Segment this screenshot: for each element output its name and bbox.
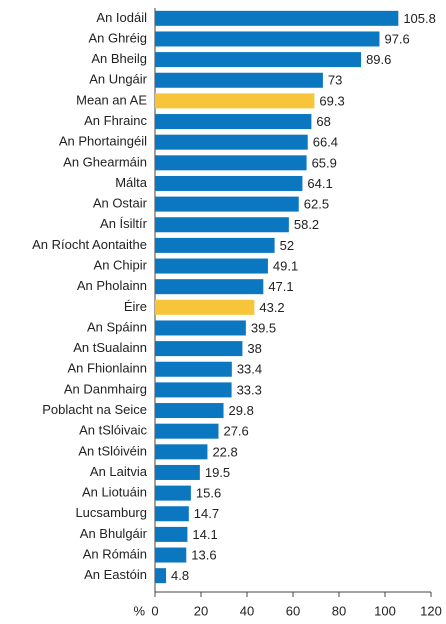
bar <box>155 10 399 26</box>
x-tick-label: 120 <box>420 603 442 618</box>
y-tick-label: An Danmhairg <box>64 381 147 396</box>
y-tick-label: Poblacht na Seice <box>42 402 147 417</box>
value-label: 13.6 <box>191 547 216 562</box>
y-tick-label: Lucsamburg <box>75 505 147 520</box>
bar <box>155 320 246 336</box>
y-tick-label: An Chipir <box>94 257 148 272</box>
value-label: 19.5 <box>205 465 230 480</box>
y-tick-label: An Fhrainc <box>84 113 147 128</box>
value-label: 68 <box>316 114 330 129</box>
value-label: 15.6 <box>196 486 221 501</box>
value-label: 4.8 <box>171 568 189 583</box>
value-label: 69.3 <box>319 93 344 108</box>
y-tick-label: An Liotuáin <box>82 485 147 500</box>
bar <box>155 464 200 480</box>
bar <box>155 196 299 212</box>
bar <box>155 114 312 130</box>
bar <box>155 93 315 109</box>
value-label: 66.4 <box>313 135 338 150</box>
value-label: 39.5 <box>251 320 276 335</box>
bar <box>155 279 264 295</box>
y-tick-label: An Phortaingéil <box>59 134 147 149</box>
bar <box>155 155 307 171</box>
y-tick-label: An Laitvia <box>90 464 148 479</box>
bar <box>155 299 255 315</box>
y-tick-label: An tSlóivéin <box>78 443 147 458</box>
y-tick-label: An Ísiltír <box>100 216 148 231</box>
bar <box>155 568 167 584</box>
bar <box>155 341 243 357</box>
y-tick-label: An Eastóin <box>84 567 147 582</box>
value-label: 47.1 <box>268 279 293 294</box>
bar <box>155 382 232 398</box>
bar <box>155 526 188 542</box>
x-axis-label: % <box>133 603 145 618</box>
y-tick-label: Málta <box>115 175 148 190</box>
value-label: 33.3 <box>237 382 262 397</box>
value-label: 33.4 <box>237 362 262 377</box>
bar <box>155 217 289 233</box>
y-tick-label: An Bheilg <box>91 51 147 66</box>
y-tick-label: An Pholainn <box>77 278 147 293</box>
y-tick-label: An tSlóivaic <box>79 423 147 438</box>
value-label: 27.6 <box>223 424 248 439</box>
value-label: 49.1 <box>273 258 298 273</box>
value-label: 43.2 <box>259 300 284 315</box>
bar <box>155 423 219 439</box>
y-tick-label: An Spáinn <box>87 319 147 334</box>
y-tick-label: An Iodáil <box>96 10 147 25</box>
bar <box>155 72 323 88</box>
bar <box>155 547 187 563</box>
value-label: 52 <box>280 238 294 253</box>
value-label: 105.8 <box>403 11 436 26</box>
bar <box>155 485 191 501</box>
y-tick-label: An Ungáir <box>89 72 147 87</box>
value-label: 29.8 <box>229 403 254 418</box>
value-label: 62.5 <box>304 197 329 212</box>
bar <box>155 361 232 377</box>
value-label: 89.6 <box>366 52 391 67</box>
value-label: 14.7 <box>194 506 219 521</box>
value-label: 22.8 <box>212 444 237 459</box>
y-tick-label: An Rómáin <box>83 546 147 561</box>
value-label: 58.2 <box>294 217 319 232</box>
x-tick-label: 20 <box>194 603 208 618</box>
value-label: 64.1 <box>307 176 332 191</box>
value-label: 38 <box>247 341 261 356</box>
value-label: 97.6 <box>384 31 409 46</box>
value-label: 14.1 <box>192 527 217 542</box>
x-tick-label: 60 <box>286 603 300 618</box>
bar <box>155 52 362 68</box>
y-tick-label: An Ríocht Aontaithe <box>32 237 147 252</box>
y-tick-label: An Bhulgáir <box>80 526 148 541</box>
bar <box>155 258 268 274</box>
x-tick-label: 0 <box>151 603 158 618</box>
bar <box>155 175 303 191</box>
bar <box>155 506 189 522</box>
y-tick-label: Mean an AE <box>76 92 147 107</box>
bar <box>155 237 275 253</box>
y-tick-label: An Fhionlainn <box>68 361 148 376</box>
bar <box>155 134 308 150</box>
bar <box>155 444 208 460</box>
x-tick-label: 40 <box>240 603 254 618</box>
y-tick-label: An Ghréig <box>88 30 147 45</box>
value-label: 65.9 <box>312 155 337 170</box>
value-label: 73 <box>328 73 342 88</box>
bar <box>155 31 380 47</box>
x-tick-label: 80 <box>332 603 346 618</box>
x-tick-label: 100 <box>374 603 396 618</box>
y-tick-label: An tSualainn <box>73 340 147 355</box>
y-tick-label: An Ostair <box>93 196 148 211</box>
y-tick-label: Éire <box>124 299 147 314</box>
bar <box>155 403 224 419</box>
y-tick-label: An Ghearmáin <box>63 154 147 169</box>
